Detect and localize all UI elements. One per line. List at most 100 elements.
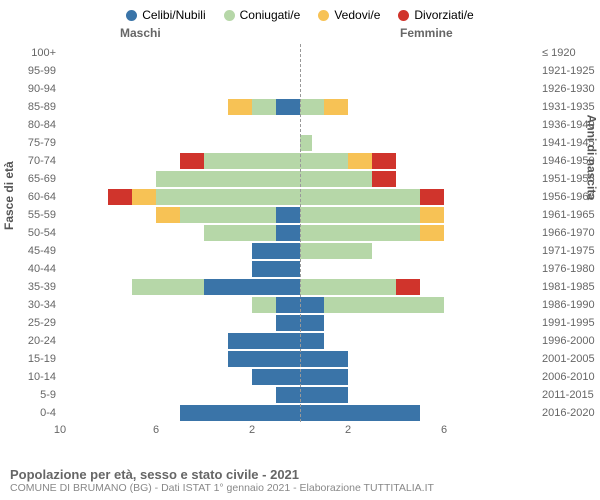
bar-female <box>300 153 396 169</box>
bar-segment <box>156 189 300 205</box>
bar-female <box>300 351 348 367</box>
age-label: 20-24 <box>12 332 56 350</box>
age-label: 5-9 <box>12 386 56 404</box>
bar-male <box>252 297 300 313</box>
bar-female <box>300 387 348 403</box>
birth-year-label: 1956-1960 <box>542 188 598 206</box>
bar-segment <box>132 189 156 205</box>
birth-year-label: 1946-1950 <box>542 152 598 170</box>
bar-female <box>300 333 324 349</box>
bar-female <box>300 279 420 295</box>
age-label: 55-59 <box>12 206 56 224</box>
bar-segment <box>252 261 300 277</box>
age-label: 0-4 <box>12 404 56 422</box>
birth-year-label: 2011-2015 <box>542 386 598 404</box>
bar-segment <box>228 333 300 349</box>
chart-area: 100+≤ 192095-991921-192590-941926-193085… <box>60 44 540 440</box>
birth-year-label: 1981-1985 <box>542 278 598 296</box>
bar-male <box>204 225 300 241</box>
age-label: 90-94 <box>12 80 56 98</box>
legend-item: Vedovi/e <box>318 8 380 22</box>
age-label: 25-29 <box>12 314 56 332</box>
bar-segment <box>300 207 420 223</box>
bar-segment <box>276 387 300 403</box>
bar-segment <box>156 171 300 187</box>
bar-segment <box>108 189 132 205</box>
bar-segment <box>300 243 372 259</box>
bar-segment <box>180 153 204 169</box>
legend-item: Coniugati/e <box>224 8 301 22</box>
age-label: 70-74 <box>12 152 56 170</box>
bar-segment <box>228 351 300 367</box>
birth-year-label: ≤ 1920 <box>542 44 598 62</box>
bar-male <box>132 279 300 295</box>
bar-female <box>300 189 444 205</box>
birth-year-label: 1971-1975 <box>542 242 598 260</box>
bar-segment <box>420 207 444 223</box>
center-divider <box>300 44 301 422</box>
bar-segment <box>300 351 348 367</box>
age-label: 75-79 <box>12 134 56 152</box>
birth-year-label: 1951-1955 <box>542 170 598 188</box>
birth-year-label: 1931-1935 <box>542 98 598 116</box>
bar-segment <box>252 243 300 259</box>
bar-segment <box>300 225 420 241</box>
bar-female <box>300 405 420 421</box>
age-label: 65-69 <box>12 170 56 188</box>
bar-female <box>300 315 324 331</box>
header-female: Femmine <box>400 26 453 40</box>
age-label: 10-14 <box>12 368 56 386</box>
bar-segment <box>276 207 300 223</box>
bar-segment <box>300 333 324 349</box>
bar-female <box>300 225 444 241</box>
bar-segment <box>372 171 396 187</box>
age-label: 30-34 <box>12 296 56 314</box>
bar-male <box>228 99 300 115</box>
bar-female <box>300 207 444 223</box>
bar-segment <box>252 369 300 385</box>
age-label: 95-99 <box>12 62 56 80</box>
birth-year-label: 2016-2020 <box>542 404 598 422</box>
bar-male <box>156 207 300 223</box>
birth-year-label: 1961-1965 <box>542 206 598 224</box>
header-male: Maschi <box>120 26 161 40</box>
legend-label: Vedovi/e <box>334 8 380 22</box>
bar-segment <box>276 315 300 331</box>
age-label: 35-39 <box>12 278 56 296</box>
age-label: 40-44 <box>12 260 56 278</box>
chart-title: Popolazione per età, sesso e stato civil… <box>10 467 434 482</box>
bar-segment <box>180 207 276 223</box>
birth-year-label: 1991-1995 <box>542 314 598 332</box>
bar-segment <box>276 297 300 313</box>
birth-year-label: 1976-1980 <box>542 260 598 278</box>
legend-dot <box>224 10 235 21</box>
bar-male <box>180 153 300 169</box>
x-axis: 106226 <box>60 424 540 440</box>
birth-year-label: 2001-2005 <box>542 350 598 368</box>
birth-year-label: 1996-2000 <box>542 332 598 350</box>
x-tick: 2 <box>249 424 255 436</box>
legend-label: Celibi/Nubili <box>142 8 205 22</box>
chart-subtitle: COMUNE DI BRUMANO (BG) - Dati ISTAT 1° g… <box>10 482 434 494</box>
bar-female <box>300 135 312 151</box>
birth-year-label: 1986-1990 <box>542 296 598 314</box>
bar-segment <box>348 153 372 169</box>
age-label: 45-49 <box>12 242 56 260</box>
bar-segment <box>204 153 300 169</box>
legend-dot <box>318 10 329 21</box>
bar-male <box>276 315 300 331</box>
birth-year-label: 2006-2010 <box>542 368 598 386</box>
bar-segment <box>180 405 300 421</box>
bar-segment <box>420 225 444 241</box>
bar-segment <box>276 225 300 241</box>
legend-dot <box>398 10 409 21</box>
bar-segment <box>300 405 420 421</box>
bar-segment <box>252 297 276 313</box>
birth-year-label: 1921-1925 <box>542 62 598 80</box>
bar-male <box>180 405 300 421</box>
birth-year-label: 1926-1930 <box>542 80 598 98</box>
bar-segment <box>300 387 348 403</box>
age-label: 50-54 <box>12 224 56 242</box>
legend-label: Coniugati/e <box>240 8 301 22</box>
bar-female <box>300 369 348 385</box>
